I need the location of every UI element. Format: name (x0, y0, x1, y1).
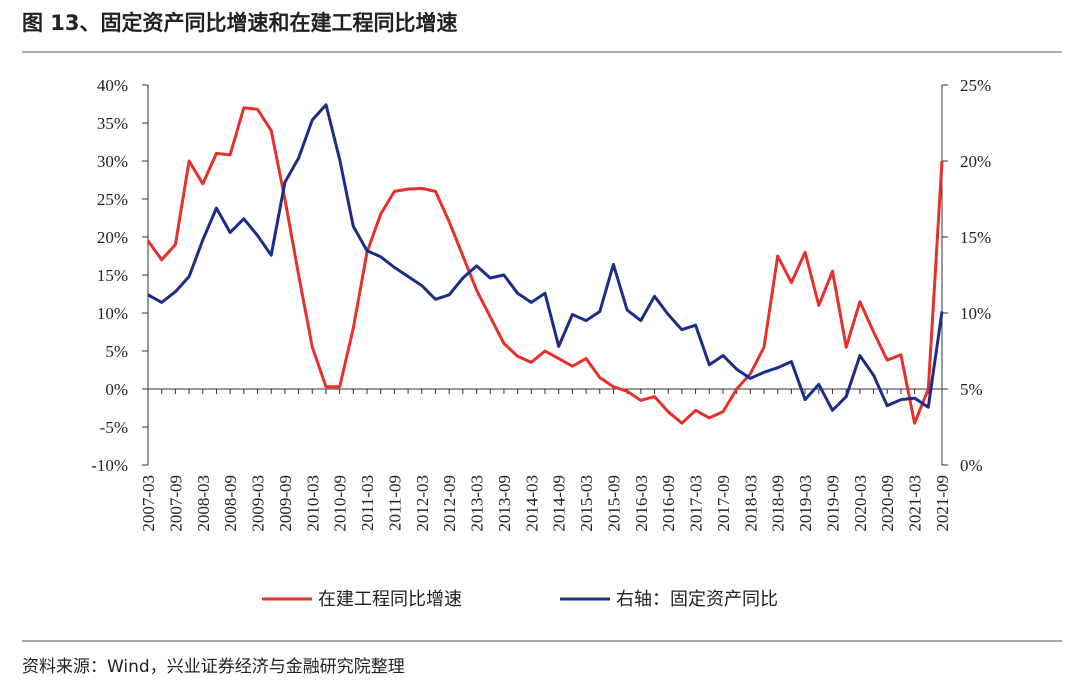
x-tick-label: 2011-09 (385, 475, 404, 531)
x-tick-label: 2012-03 (413, 475, 432, 532)
legend-label: 在建工程同比增速 (318, 589, 462, 610)
x-tick-label: 2018-03 (741, 475, 760, 532)
source: 资料来源：Wind，兴业证券经济与金融研究院整理 (22, 657, 405, 677)
y-tick-label: 20% (97, 228, 128, 247)
y-tick-label: 15% (97, 266, 128, 285)
y2-tick-label: 10% (960, 304, 991, 323)
x-tick-label: 2015-03 (577, 475, 596, 532)
x-tick-label: 2007-09 (166, 475, 185, 532)
x-tick-label: 2009-03 (249, 475, 268, 532)
y-tick-label: -5% (100, 418, 128, 437)
x-tick-label: 2015-09 (604, 475, 623, 532)
x-tick-label: 2013-03 (468, 475, 487, 532)
x-tick-label: 2017-03 (687, 475, 706, 532)
series-line (147, 103, 944, 412)
y-tick-label: -10% (91, 456, 128, 475)
x-tick-label: 2008-09 (221, 475, 240, 532)
y2-tick-label: 0% (960, 456, 983, 475)
x-tick-label: 2020-09 (878, 475, 897, 532)
y2-tick-label: 25% (960, 76, 991, 95)
x-tick-label: 2012-09 (440, 475, 459, 532)
x-tick-label: 2011-03 (358, 475, 377, 531)
x-tick-label: 2010-03 (303, 475, 322, 532)
y-tick-label: 40% (97, 76, 128, 95)
y-tick-label: 30% (97, 152, 128, 171)
x-tick-label: 2021-09 (933, 475, 952, 532)
x-tick-label: 2017-09 (714, 475, 733, 532)
x-tick-label: 2019-03 (796, 475, 815, 532)
x-tick-label: 2008-03 (194, 475, 213, 532)
x-tick-label: 2021-03 (906, 475, 925, 532)
y2-tick-label: 20% (960, 152, 991, 171)
x-tick-label: 2010-09 (331, 475, 350, 532)
x-tick-label: 2007-03 (139, 475, 158, 532)
chart-title: 图 13、固定资产同比增速和在建工程同比增速 (22, 11, 458, 35)
x-tick-label: 2009-09 (276, 475, 295, 532)
y-tick-label: 5% (105, 342, 128, 361)
x-tick-label: 2018-09 (769, 475, 788, 532)
x-tick-label: 2016-03 (632, 475, 651, 532)
x-tick-label: 2016-09 (659, 475, 678, 532)
y-tick-label: 25% (97, 190, 128, 209)
y-tick-label: 10% (97, 304, 128, 323)
x-tick-label: 2014-09 (550, 475, 569, 532)
x-tick-label: 2013-09 (495, 475, 514, 532)
series-line (146, 106, 944, 425)
y2-tick-label: 15% (960, 228, 991, 247)
x-tick-label: 2019-09 (823, 475, 842, 532)
x-tick-label: 2020-03 (851, 475, 870, 532)
legend-label: 右轴：固定资产同比 (616, 589, 778, 610)
y2-tick-label: 5% (960, 380, 983, 399)
y-tick-label: 0% (105, 380, 128, 399)
x-tick-label: 2014-03 (522, 475, 541, 532)
y-tick-label: 35% (97, 114, 128, 133)
